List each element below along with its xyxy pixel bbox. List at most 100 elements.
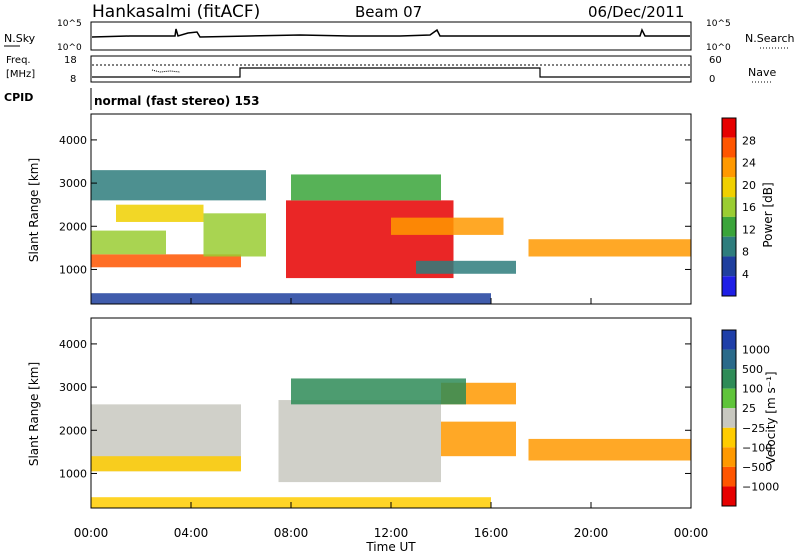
velocity-colorbar-ticks: 1000 500 100 25 −25 −100 −500 −1000: [742, 344, 779, 494]
time-axis: 00:00 04:00 08:00 12:00 16:00 20:00 00:00: [74, 298, 709, 540]
colorbar-tick-label: 8: [742, 246, 749, 259]
nave-tick-high: 60: [709, 55, 722, 66]
colorbar-swatch: [722, 216, 736, 237]
colorbar-tick-label: 500: [742, 363, 763, 376]
colorbar-swatch: [722, 427, 736, 448]
colorbar-tick-label: −500: [742, 461, 772, 474]
colorbar-swatch: [722, 447, 736, 467]
colorbar-tick-label: 16: [742, 201, 756, 214]
power-ylabel: Slant Range [km]: [27, 158, 41, 262]
cpid-text: normal (fast stereo) 153: [94, 94, 260, 108]
freq-unit-label: [MHz]: [6, 69, 35, 80]
colorbar-tick-label: −25: [742, 422, 765, 435]
date-title: 06/Dec/2011: [588, 3, 684, 21]
nsky-label: N.Sky: [4, 32, 36, 45]
velocity-data-layer: [91, 378, 691, 508]
power-colorbar: 28 24 20 16 12 8 4 Power [dB]: [721, 117, 775, 297]
velocity-colorbar: 1000 500 100 25 −25 −100 −500 −1000 Velocity [m…: [721, 329, 779, 507]
colorbar-tick-label: −100: [742, 441, 772, 454]
colorbar-swatch: [722, 369, 736, 389]
freq-tick-high: 18: [64, 55, 77, 66]
colorbar-tick-label: 25: [742, 402, 756, 415]
cpid-label: CPID: [4, 91, 33, 104]
nave-label: Nave: [748, 66, 776, 79]
colorbar-swatch: [722, 197, 736, 217]
velocity-colorbar-swatches: [722, 330, 736, 506]
colorbar-tick-label: −1000: [742, 480, 779, 493]
nave-tick-low: 0: [709, 74, 715, 85]
colorbar-swatch: [722, 256, 736, 277]
velocity-region-6: [291, 378, 466, 405]
noise-trace: [91, 28, 690, 38]
y-tick-label: 3000: [59, 177, 87, 190]
colorbar-swatch: [722, 486, 736, 506]
noise-tick-low-right: 10^0: [706, 43, 731, 53]
colorbar-swatch: [722, 177, 736, 198]
x-tick-label: 00:00: [674, 526, 709, 540]
colorbar-swatch: [722, 157, 736, 178]
velocity-region-1: [278, 400, 441, 483]
y-tick-label: 2000: [59, 220, 87, 233]
y-tick-label: 4000: [59, 134, 87, 147]
y-tick-label: 4000: [59, 338, 87, 351]
x-tick-label: 08:00: [274, 526, 309, 540]
colorbar-swatch: [722, 276, 736, 296]
noise-panel: N.Sky 10^5 10^0 10^5 10^0 N.Search: [4, 19, 795, 53]
colorbar-swatch: [722, 137, 736, 158]
colorbar-tick-label: 12: [742, 223, 756, 236]
x-tick-label: 16:00: [474, 526, 509, 540]
colorbar-tick-label: 24: [742, 157, 756, 170]
colorbar-swatch: [722, 236, 736, 257]
power-region-7: [391, 217, 504, 235]
x-tick-label: 12:00: [374, 526, 409, 540]
y-tick-label: 3000: [59, 381, 87, 394]
power-region-4: [203, 213, 266, 257]
power-region-1: [91, 230, 166, 255]
velocity-region-3: [441, 421, 516, 457]
velocity-ylabel: Slant Range [km]: [27, 362, 41, 466]
noise-tick-low: 10^0: [57, 43, 82, 53]
power-y-axis: 4000 3000 2000 1000: [59, 134, 691, 276]
velocity-region-5: [528, 438, 691, 461]
velocity-panel: 4000 3000 2000 1000 Slant Range [km]: [27, 317, 692, 509]
power-colorbar-swatches: [722, 118, 736, 296]
colorbar-tick-label: 100: [742, 383, 763, 396]
freq-label: Freq.: [6, 55, 31, 66]
frequency-trace: [92, 67, 690, 78]
velocity-y-axis: 4000 3000 2000 1000: [59, 338, 691, 480]
power-colorbar-label: Power [dB]: [761, 182, 775, 247]
frequency-panel: Freq. [MHz] 18 8 60 0 Nave: [6, 55, 776, 85]
y-tick-label: 1000: [59, 467, 87, 480]
colorbar-swatch: [722, 349, 736, 370]
colorbar-tick-label: 4: [742, 268, 749, 281]
colorbar-swatch: [722, 408, 736, 428]
power-region-0: [91, 254, 241, 268]
colorbar-tick-label: 28: [742, 134, 756, 147]
y-tick-label: 2000: [59, 424, 87, 437]
x-tick-label: 04:00: [174, 526, 209, 540]
velocity-colorbar-label: Velocity [m s⁻¹]: [764, 371, 778, 464]
colorbar-swatch: [722, 118, 736, 138]
colorbar-swatch: [722, 388, 736, 409]
noise-tick-high-right: 10^5: [706, 19, 731, 29]
beam-title: Beam 07: [355, 3, 422, 21]
time-axis-label: Time UT: [365, 540, 416, 554]
power-region-2: [116, 204, 204, 222]
power-region-9: [528, 239, 691, 257]
noise-tick-high: 10^5: [57, 19, 82, 29]
colorbar-tick-label: 1000: [742, 344, 770, 357]
y-tick-label: 1000: [59, 263, 87, 276]
colorbar-swatch: [722, 466, 736, 487]
power-data-layer: [91, 170, 691, 304]
colorbar-tick-label: 20: [742, 179, 756, 192]
power-colorbar-ticks: 28 24 20 16 12 8 4: [742, 134, 756, 281]
power-panel: 4000 3000 2000 1000 Slant Range [km]: [27, 113, 692, 305]
power-region-8: [416, 260, 516, 274]
x-tick-label: 00:00: [74, 526, 109, 540]
freq-tick-low: 8: [70, 74, 76, 85]
velocity-region-2: [91, 456, 241, 472]
nsearch-label: N.Search: [745, 32, 795, 45]
station-title: Hankasalmi (fitACF): [92, 2, 260, 22]
power-region-6: [291, 174, 441, 201]
